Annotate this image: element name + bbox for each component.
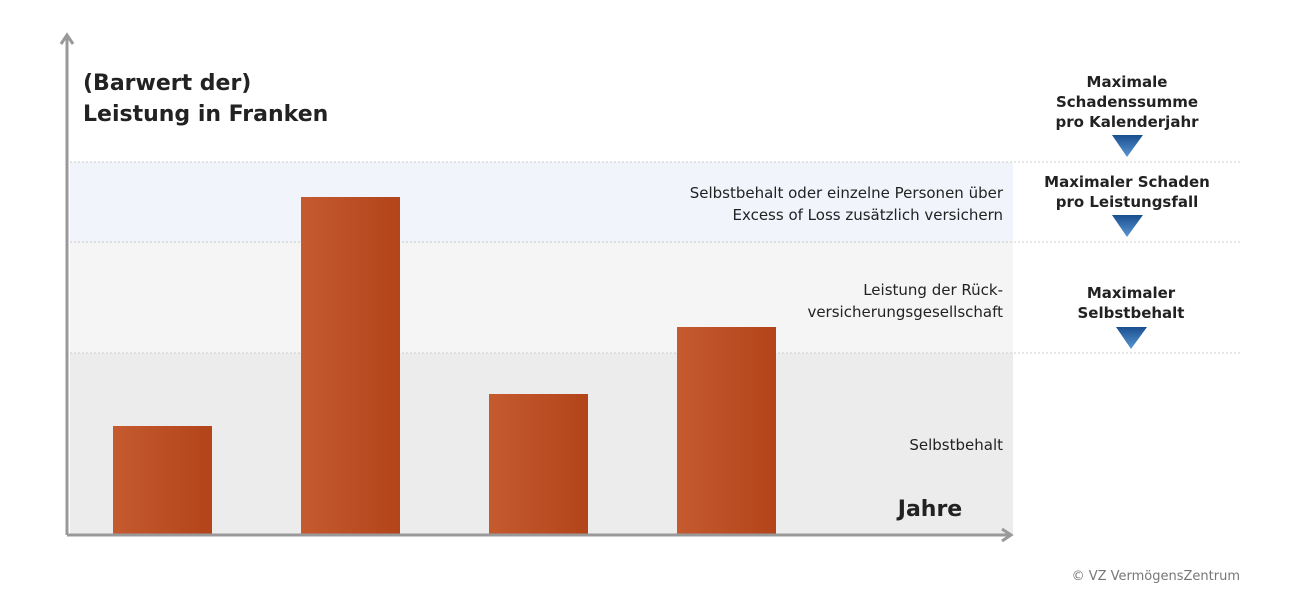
limit-label: Maximaler bbox=[1087, 284, 1176, 302]
band-label: Leistung der Rück- bbox=[863, 281, 1003, 299]
limit-label: pro Kalenderjahr bbox=[1055, 113, 1199, 131]
band-label: versicherungsgesellschaft bbox=[807, 303, 1003, 321]
band-top bbox=[70, 162, 1013, 242]
bars bbox=[113, 197, 776, 535]
band-label: Selbstbehalt bbox=[909, 436, 1003, 454]
limit-label: Maximaler Schaden bbox=[1044, 173, 1210, 191]
copyright: © VZ VermögensZentrum bbox=[1072, 569, 1240, 584]
limit-lines bbox=[70, 161, 1240, 354]
limit-label: pro Leistungsfall bbox=[1056, 193, 1199, 211]
x-axis-label: Jahre bbox=[896, 497, 962, 522]
band-middle bbox=[70, 242, 1013, 353]
limit-label: Schadenssumme bbox=[1056, 93, 1198, 111]
title: Leistung in Franken bbox=[83, 102, 328, 127]
limit-label: Selbstbehalt bbox=[1078, 304, 1185, 322]
axes bbox=[59, 32, 1014, 543]
title: (Barwert der) bbox=[83, 71, 251, 96]
limit-markers bbox=[1112, 135, 1147, 349]
band-label: Excess of Loss zusätzlich versichern bbox=[732, 206, 1003, 224]
limit-label: Maximale bbox=[1087, 73, 1168, 91]
band-label: Selbstbehalt oder einzelne Personen über bbox=[690, 184, 1004, 202]
